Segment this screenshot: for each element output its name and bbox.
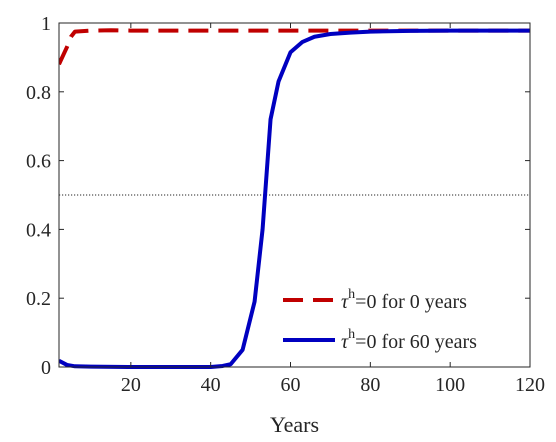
plot-area [59, 28, 530, 369]
y-tick-label: 1 [41, 13, 51, 35]
x-tick-label: 40 [201, 374, 221, 396]
legend-label-0: τh=0 for 0 years [341, 287, 467, 313]
x-tick-label: 20 [121, 374, 141, 396]
y-axis-tick-labels: 0 0.2 0.4 0.6 0.8 1 [26, 13, 51, 379]
x-axis-label: Years [270, 412, 319, 437]
x-axis-tick-labels: 20 40 60 80 100 120 [121, 374, 545, 396]
y-tick-label: 0 [41, 357, 51, 379]
tick-marks [59, 22, 531, 368]
y-tick-label: 0.6 [26, 151, 51, 173]
x-tick-label: 80 [360, 374, 380, 396]
y-tick-label: 0.2 [26, 288, 51, 310]
series-lines [59, 28, 530, 369]
y-tick-label: 0.4 [26, 219, 51, 241]
x-tick-label: 100 [435, 374, 465, 396]
x-tick-label: 120 [515, 374, 545, 396]
series-line-0 [59, 28, 530, 66]
legend: τh=0 for 0 years τh=0 for 60 years [283, 287, 477, 353]
y-tick-label: 0.8 [26, 82, 51, 104]
axes-box [58, 22, 531, 368]
legend-label-1: τh=0 for 60 years [341, 327, 477, 353]
x-tick-label: 60 [281, 374, 301, 396]
series-line-1 [59, 28, 530, 369]
